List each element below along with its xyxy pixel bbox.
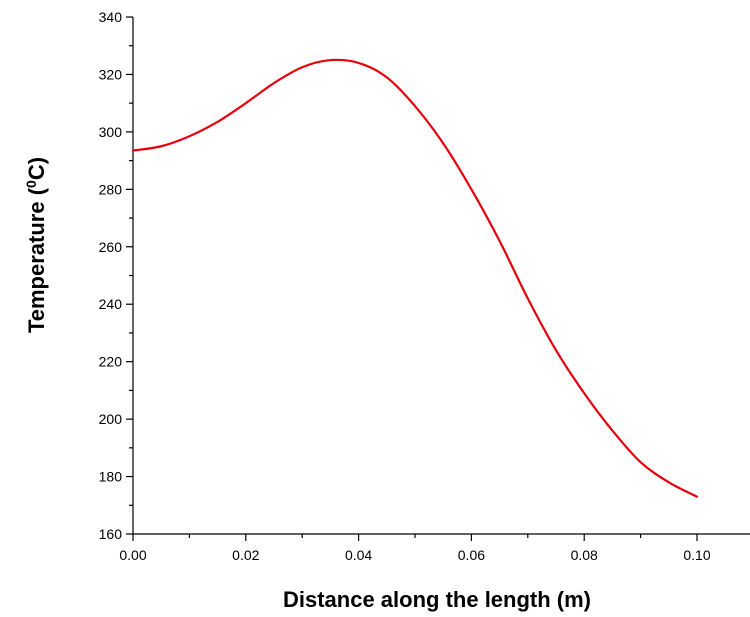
x-tick-label: 0.04 — [345, 547, 372, 563]
ticks — [126, 16, 698, 541]
y-tick-label: 340 — [99, 9, 123, 25]
y-axis-title-end: C) — [24, 157, 49, 180]
y-axis-title: Temperature (0C) — [23, 157, 49, 333]
y-axis-title-sup: 0 — [23, 180, 39, 188]
y-tick-label: 300 — [99, 124, 123, 140]
y-tick-label: 320 — [99, 66, 123, 82]
tick-labels: 0.00 0.02 0.04 0.06 0.08 0.10 160 180 200 220 240 2… — [99, 9, 711, 563]
axes — [132, 17, 750, 535]
x-tick-label: 0.02 — [232, 547, 259, 563]
x-tick-label: 0.06 — [458, 547, 485, 563]
y-tick-label: 220 — [99, 354, 123, 370]
series-layer — [131, 58, 699, 498]
y-tick-label: 180 — [99, 469, 123, 485]
y-tick-label: 160 — [99, 526, 123, 542]
x-tick-label: 0.00 — [119, 547, 146, 563]
y-tick-label: 260 — [99, 239, 123, 255]
x-axis-title: Distance along the length (m) — [283, 587, 591, 612]
y-tick-label: 240 — [99, 296, 123, 312]
y-tick-label: 200 — [99, 411, 123, 427]
x-tick-label: 0.10 — [683, 547, 710, 563]
y-axis-title-main: Temperature ( — [24, 187, 49, 333]
x-tick-label: 0.08 — [571, 547, 598, 563]
y-tick-label: 280 — [99, 181, 123, 197]
series-line — [131, 58, 699, 498]
